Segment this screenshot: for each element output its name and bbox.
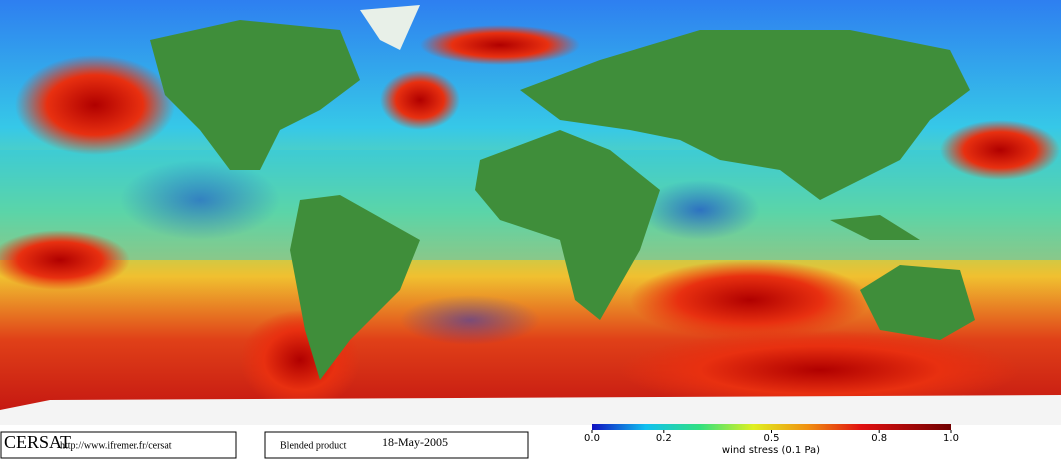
info-box [264,431,529,459]
colorbar [592,424,951,430]
product-label: Blended product [280,440,347,451]
colorbar-tick-label: 1.0 [943,433,959,444]
colorbar-tick-label: 0.2 [656,433,672,444]
colorbar-tick-label: 0.5 [764,433,780,444]
colorbar-tick-label: 0.0 [584,433,600,444]
colorbar-label: wind stress (0.1 Pa) [722,445,820,456]
url: http://www.ifremer.fr/cersat [60,440,172,451]
colorbar-tick-label: 0.8 [871,433,887,444]
logo: CERSAT [4,432,71,452]
land [0,5,1061,425]
info-box [0,431,237,459]
date: 18-May-2005 [382,435,448,449]
